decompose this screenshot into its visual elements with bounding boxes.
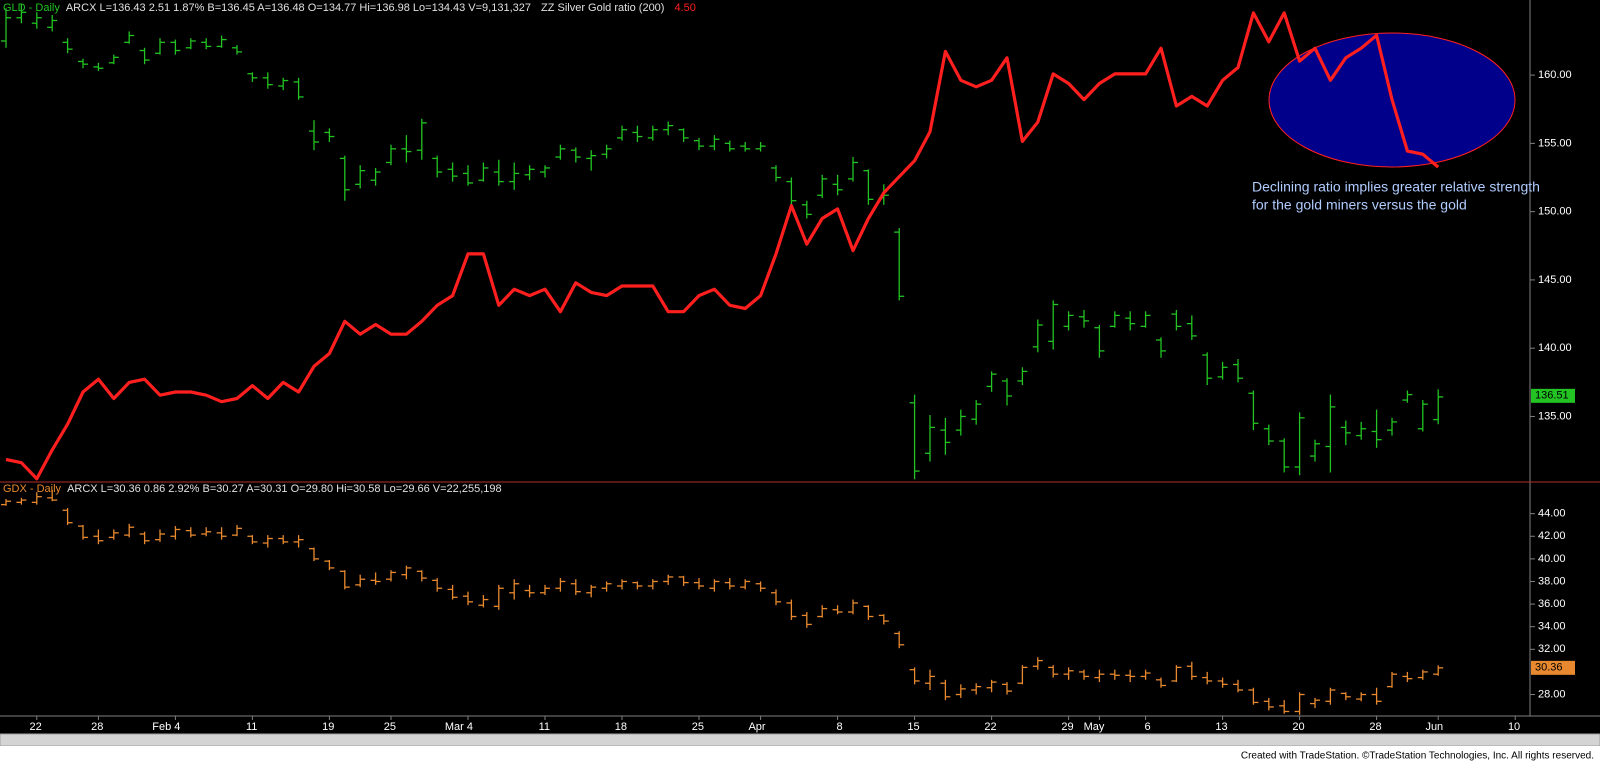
footer-strip bbox=[0, 746, 1600, 777]
x-tick-label: 28 bbox=[1369, 721, 1381, 733]
y-tick-label: 145.00 bbox=[1538, 274, 1572, 286]
annotation: for the gold miners versus the gold bbox=[1252, 197, 1467, 213]
y-tick-label: 135.00 bbox=[1538, 410, 1572, 422]
y-tick-label: 40.00 bbox=[1538, 553, 1566, 565]
x-tick-label: 10 bbox=[1508, 721, 1520, 733]
x-tick-label: 15 bbox=[907, 721, 919, 733]
last-price-label: 30.36 bbox=[1535, 662, 1563, 674]
panel-header: GLD - Daily ARCX L=136.43 2.51 1.87% B=13… bbox=[3, 2, 696, 14]
x-tick-label: 11 bbox=[539, 721, 550, 733]
panel-title: GLD - Daily bbox=[3, 2, 60, 14]
y-tick-label: 36.00 bbox=[1538, 598, 1566, 610]
y-tick-label: 44.00 bbox=[1538, 508, 1566, 520]
panel-stats: ARCX L=136.43 2.51 1.87% B=136.45 A=136.… bbox=[66, 2, 531, 14]
y-tick-label: 34.00 bbox=[1538, 621, 1566, 633]
panel-header: GDX - Daily ARCX L=30.36 0.86 2.92% B=30.… bbox=[3, 483, 502, 495]
x-tick-label: 11 bbox=[246, 721, 257, 733]
x-tick-label: May bbox=[1084, 721, 1105, 733]
series-last-value: 4.50 bbox=[674, 2, 695, 14]
last-price-label: 136.51 bbox=[1535, 390, 1569, 402]
x-tick-label: 18 bbox=[615, 721, 627, 733]
panel-stats: ARCX L=30.36 0.86 2.92% B=30.27 A=30.31 … bbox=[67, 483, 502, 495]
x-tick-label: 13 bbox=[1215, 721, 1227, 733]
y-tick-label: 28.00 bbox=[1538, 688, 1566, 700]
last-price-tag bbox=[1531, 660, 1575, 675]
x-tick-label: Jun bbox=[1425, 721, 1443, 733]
x-tick-label: 19 bbox=[322, 721, 334, 733]
scrollbar[interactable] bbox=[0, 733, 1600, 747]
x-tick-label: 22 bbox=[984, 721, 996, 733]
series-name: ZZ Silver Gold ratio (200) bbox=[541, 2, 664, 14]
y-tick-label: 42.00 bbox=[1538, 530, 1566, 542]
x-tick-label: 22 bbox=[30, 721, 42, 733]
x-tick-label: 29 bbox=[1061, 721, 1073, 733]
x-tick-label: Feb 4 bbox=[152, 721, 180, 733]
y-tick-label: 32.00 bbox=[1538, 643, 1566, 655]
y-tick-label: 140.00 bbox=[1538, 342, 1572, 354]
annotation: Declining ratio implies greater relative… bbox=[1252, 179, 1540, 195]
x-tick-label: 20 bbox=[1292, 721, 1304, 733]
y-tick-label: 160.00 bbox=[1538, 69, 1572, 81]
x-tick-label: 8 bbox=[836, 721, 842, 733]
x-tick-label: 28 bbox=[91, 721, 103, 733]
footer: Created with TradeStation. ©TradeStation… bbox=[1241, 751, 1594, 762]
x-tick-label: Apr bbox=[748, 721, 765, 733]
x-tick-label: 6 bbox=[1144, 721, 1150, 733]
y-tick-label: 150.00 bbox=[1538, 206, 1572, 218]
y-tick-label: 38.00 bbox=[1538, 575, 1566, 587]
panel-title: GDX - Daily bbox=[3, 483, 62, 495]
x-tick-label: 25 bbox=[692, 721, 704, 733]
x-tick-label: 25 bbox=[384, 721, 396, 733]
x-tick-label: Mar 4 bbox=[445, 721, 473, 733]
ratio-line bbox=[5, 11, 1440, 481]
y-tick-label: 155.00 bbox=[1538, 137, 1572, 149]
last-price-tag bbox=[1531, 388, 1575, 403]
